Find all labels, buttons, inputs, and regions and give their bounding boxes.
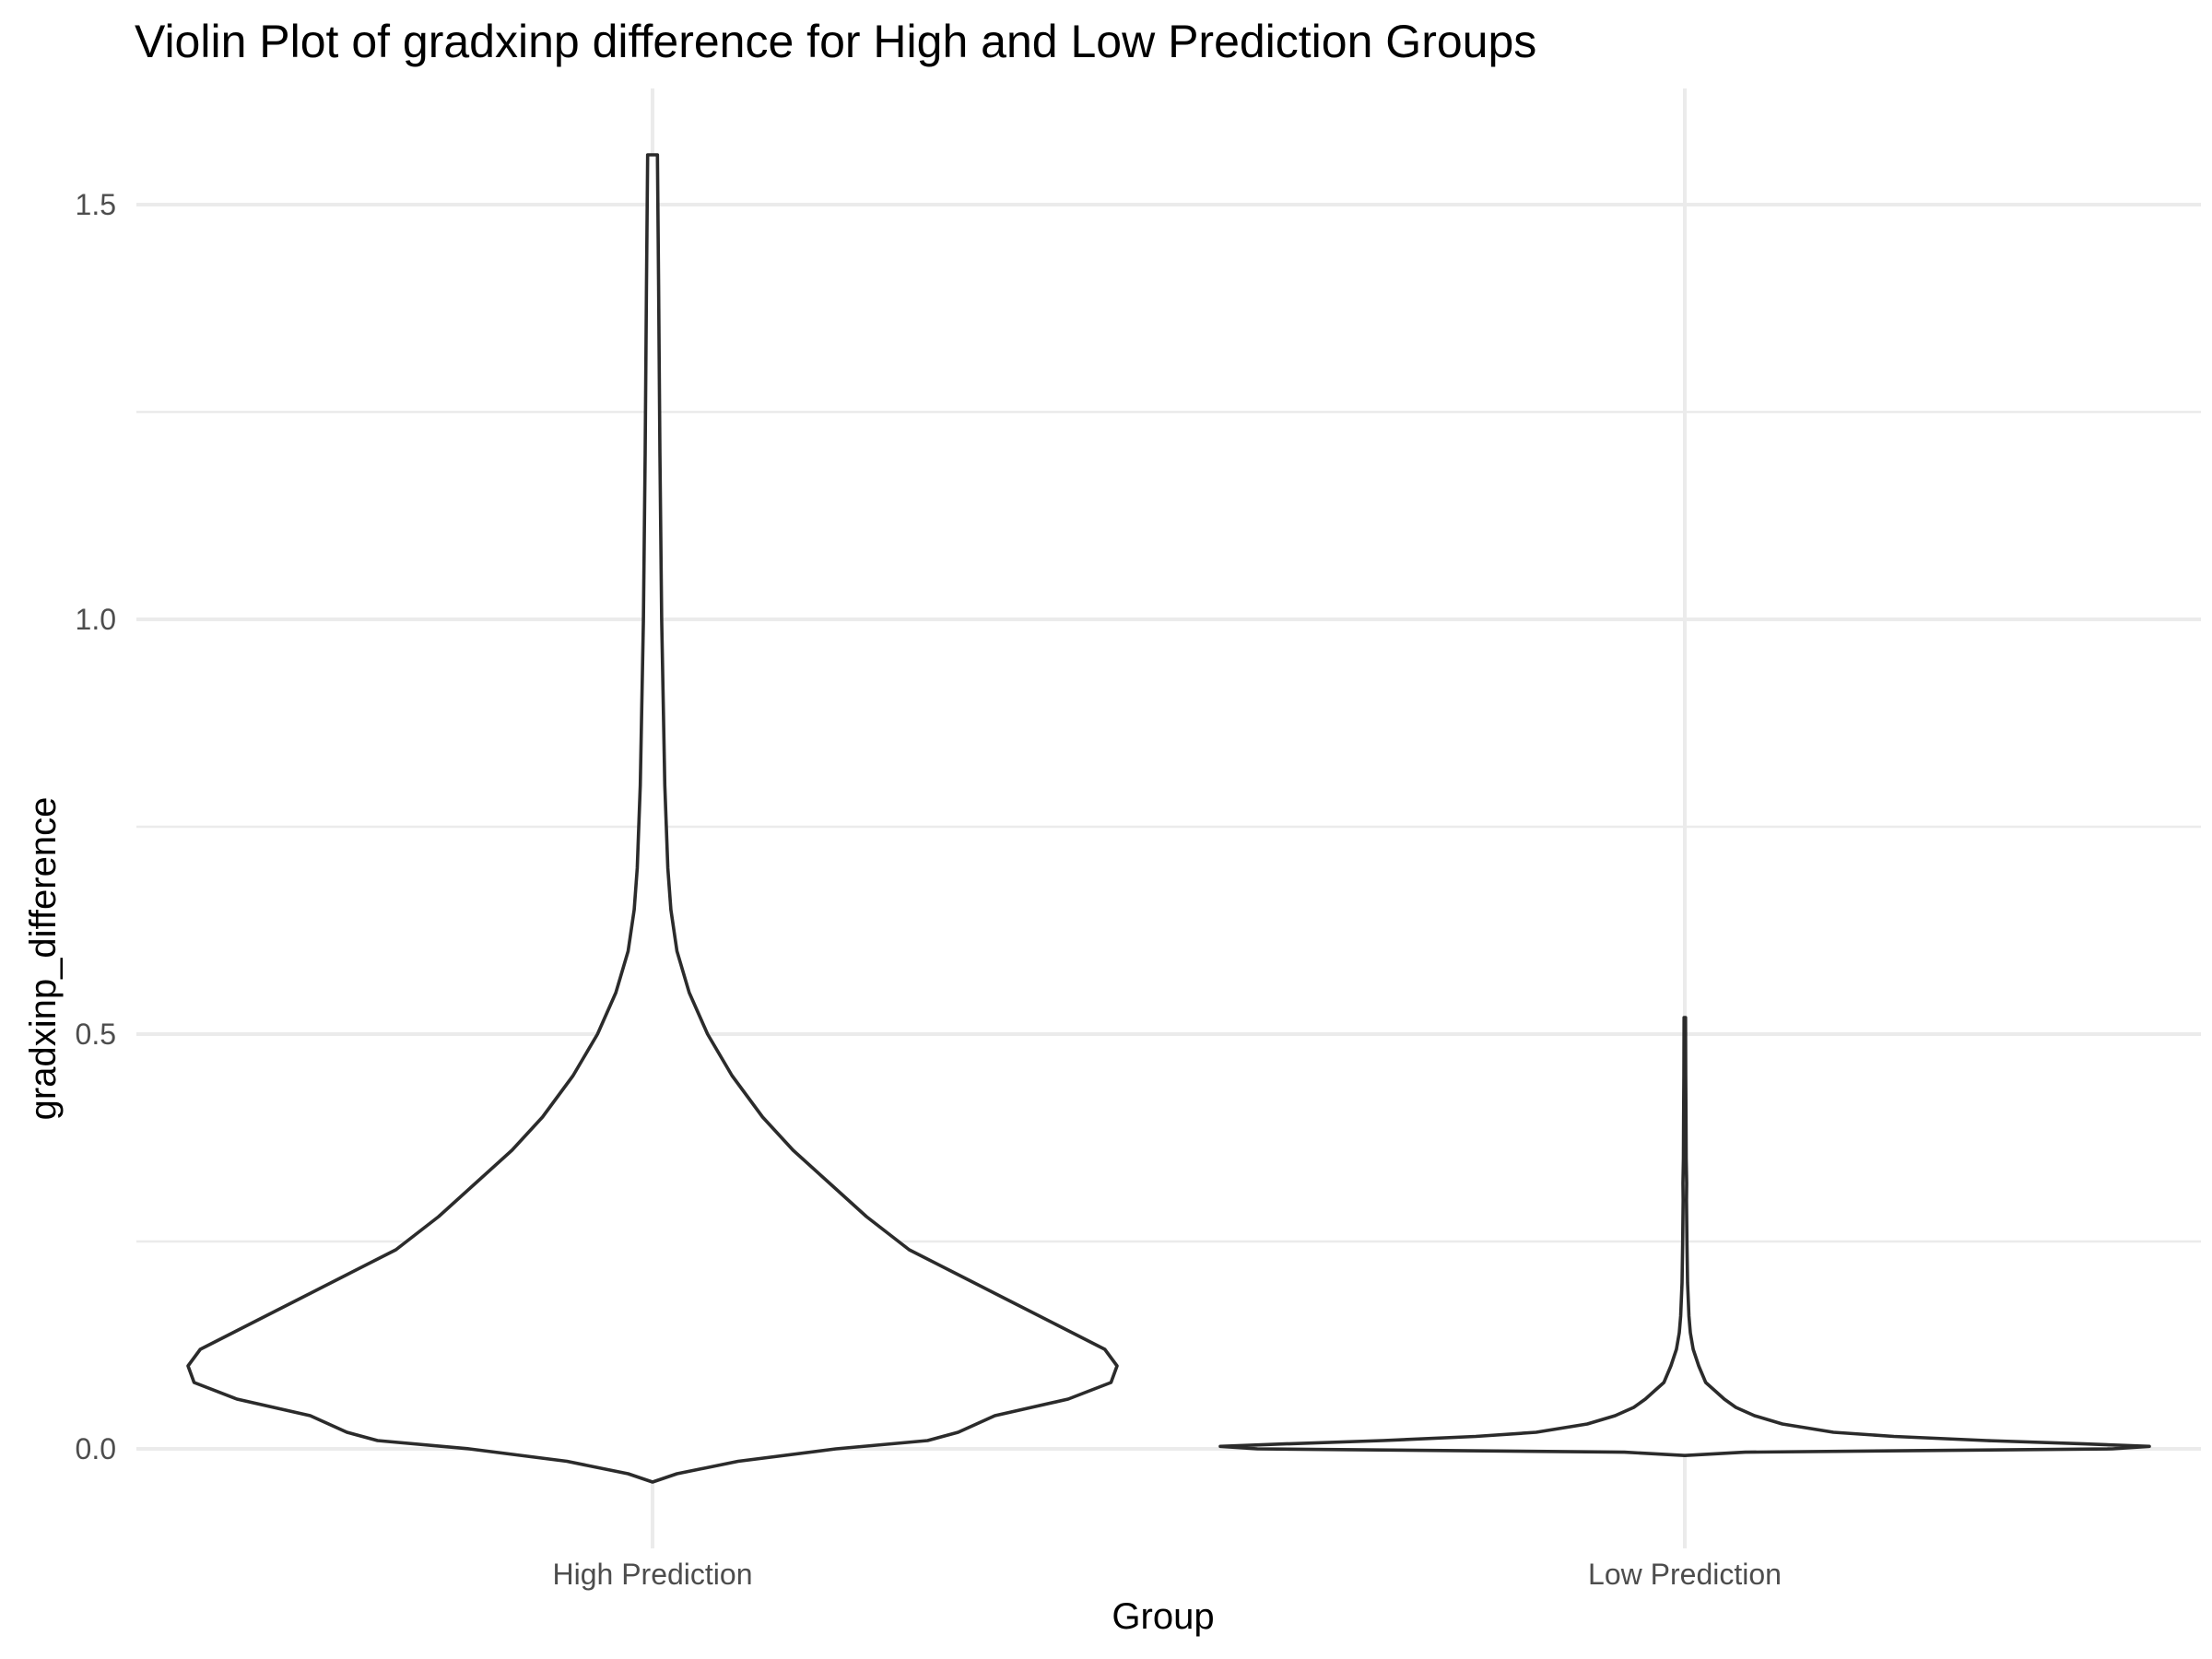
violin-low-prediction (1218, 1016, 2151, 1457)
x-axis-title: Group (1112, 1596, 1214, 1637)
violin-high-prediction (186, 153, 1119, 1484)
y-tick-label: 0.0 (76, 1432, 116, 1465)
y-tick-label: 0.5 (76, 1018, 116, 1051)
y-tick-label: 1.5 (76, 188, 116, 221)
y-tick-labels: 0.0 0.5 1.0 1.5 (76, 188, 116, 1465)
x-tick-label: High Prediction (553, 1558, 753, 1591)
x-tick-labels: High Prediction Low Prediction (553, 1558, 1782, 1591)
y-axis-title: gradxinp_difference (23, 797, 64, 1121)
violins (186, 153, 2151, 1484)
chart-title: Violin Plot of gradxinp difference for H… (135, 16, 1536, 67)
x-tick-label: Low Prediction (1588, 1558, 1782, 1591)
y-tick-label: 1.0 (76, 603, 116, 636)
